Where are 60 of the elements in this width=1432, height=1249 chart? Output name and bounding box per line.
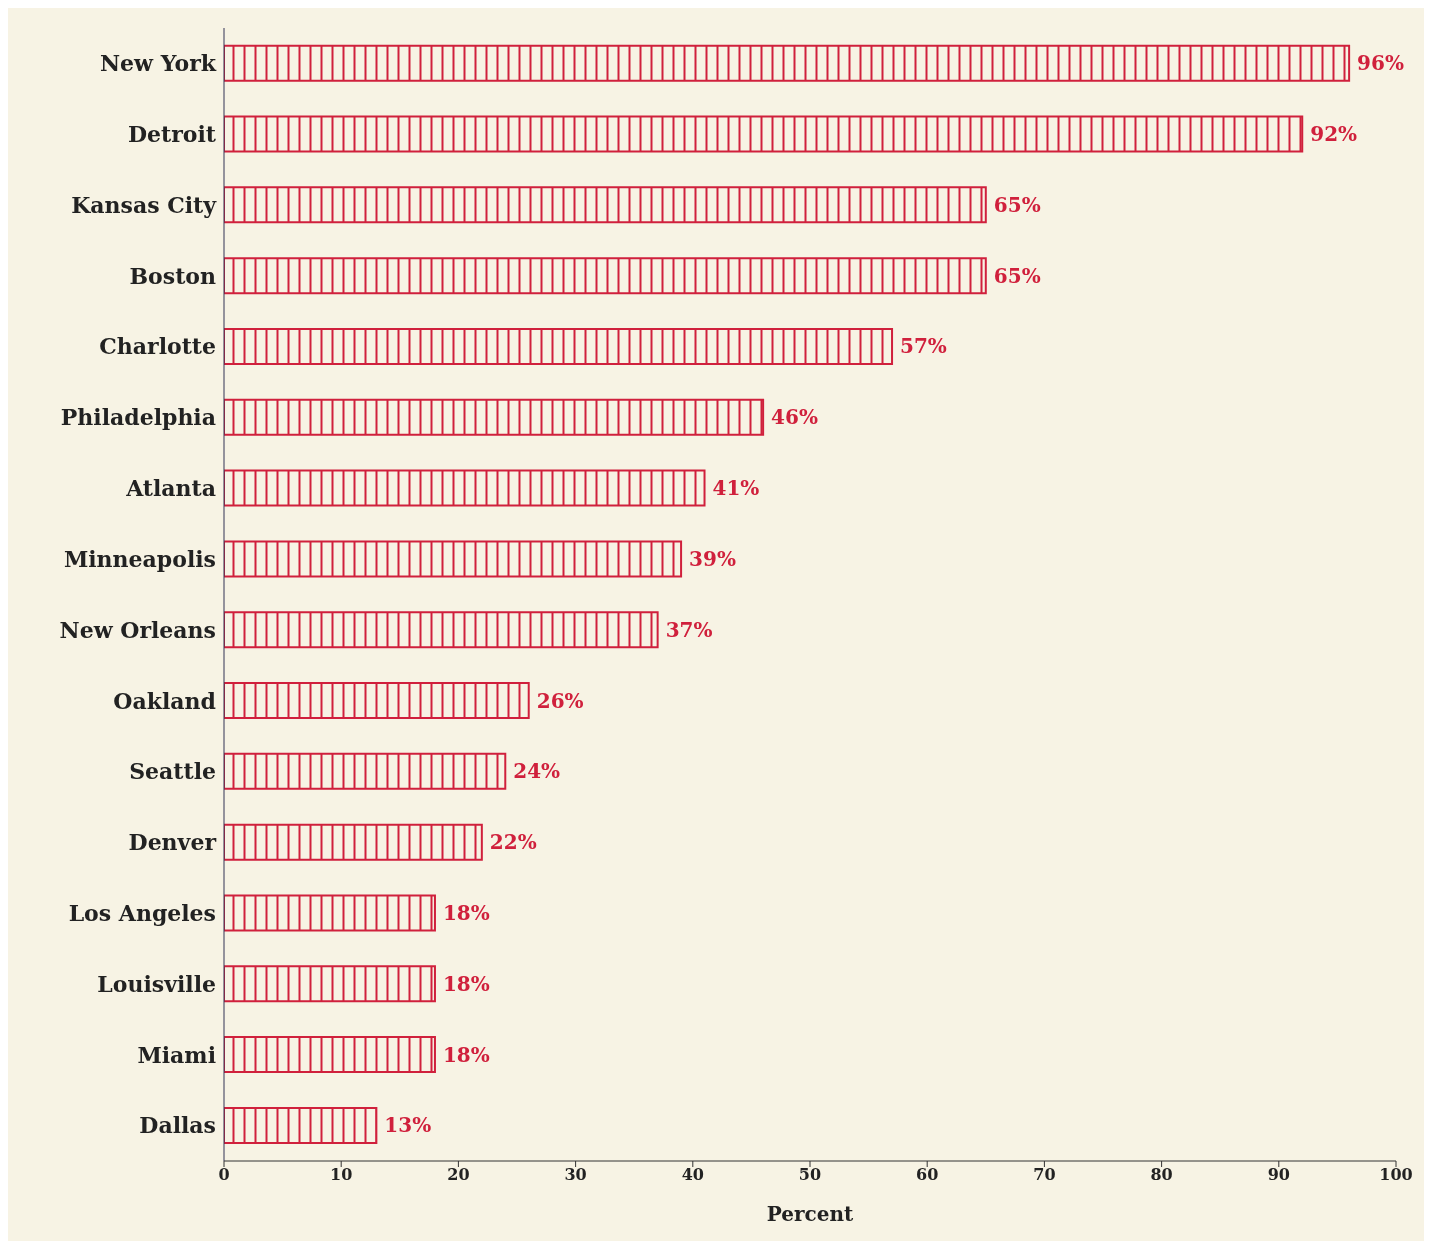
bar xyxy=(224,894,436,932)
y-tick-label: New Orleans xyxy=(59,616,216,643)
x-tick-label: 20 xyxy=(447,1165,470,1185)
data-label: 18% xyxy=(442,1042,490,1067)
y-tick-label: Charlotte xyxy=(99,333,216,360)
data-label: 65% xyxy=(993,263,1041,288)
y-tick-label: Boston xyxy=(129,262,216,289)
y-tick-label: Dallas xyxy=(139,1112,216,1139)
data-label: 39% xyxy=(689,546,736,571)
bar xyxy=(224,682,530,720)
x-tick-label: 100 xyxy=(1379,1165,1413,1185)
bar xyxy=(224,257,987,295)
x-tick-label: 10 xyxy=(330,1165,353,1185)
y-tick-label: Miami xyxy=(137,1041,216,1068)
x-tick-label: 80 xyxy=(1150,1165,1173,1185)
data-label: 41% xyxy=(712,476,760,501)
data-label: 24% xyxy=(513,759,561,784)
x-tick-label: 30 xyxy=(564,1165,587,1185)
y-tick-label: Detroit xyxy=(127,121,217,148)
bar xyxy=(224,823,483,861)
x-axis-title: Percent xyxy=(766,1202,854,1226)
data-label: 96% xyxy=(1357,51,1404,76)
bar xyxy=(224,1106,378,1144)
x-tick-label: 60 xyxy=(916,1165,939,1185)
y-tick-label: Seattle xyxy=(129,758,216,785)
data-label: 92% xyxy=(1310,122,1358,147)
data-label: 22% xyxy=(489,830,537,855)
y-tick-label: New York xyxy=(99,50,217,77)
bar xyxy=(224,965,436,1003)
data-label: 18% xyxy=(442,900,490,925)
y-tick-label: Oakland xyxy=(113,687,216,714)
bar xyxy=(224,327,894,365)
x-tick-label: 70 xyxy=(1033,1165,1056,1185)
data-label: 18% xyxy=(442,971,490,996)
x-tick-label: 50 xyxy=(798,1165,822,1185)
y-tick-label: Kansas City xyxy=(71,191,218,218)
bar xyxy=(224,44,1351,82)
bar xyxy=(224,186,987,224)
data-label: 13% xyxy=(384,1113,432,1138)
data-label: 26% xyxy=(536,688,584,713)
bar xyxy=(224,398,765,436)
y-tick-label: Philadelphia xyxy=(60,404,216,431)
y-tick-label: Atlanta xyxy=(125,475,216,502)
y-tick-label: Louisville xyxy=(97,970,216,997)
x-tick-label: 40 xyxy=(681,1165,704,1185)
data-label: 65% xyxy=(993,192,1041,217)
y-tick-label: Los Angeles xyxy=(68,899,216,926)
bar xyxy=(224,752,507,790)
bar xyxy=(224,611,659,649)
y-tick-label: Denver xyxy=(128,829,217,856)
bar xyxy=(224,540,683,578)
data-label: 37% xyxy=(665,617,713,642)
bar xyxy=(224,469,706,507)
bar xyxy=(224,115,1304,153)
x-tick-label: 0 xyxy=(218,1165,230,1185)
x-tick-label: 90 xyxy=(1267,1165,1290,1185)
data-label: 46% xyxy=(771,405,818,430)
y-tick-label: Minneapolis xyxy=(63,545,216,572)
bar xyxy=(224,1036,436,1074)
data-label: 57% xyxy=(900,334,947,359)
